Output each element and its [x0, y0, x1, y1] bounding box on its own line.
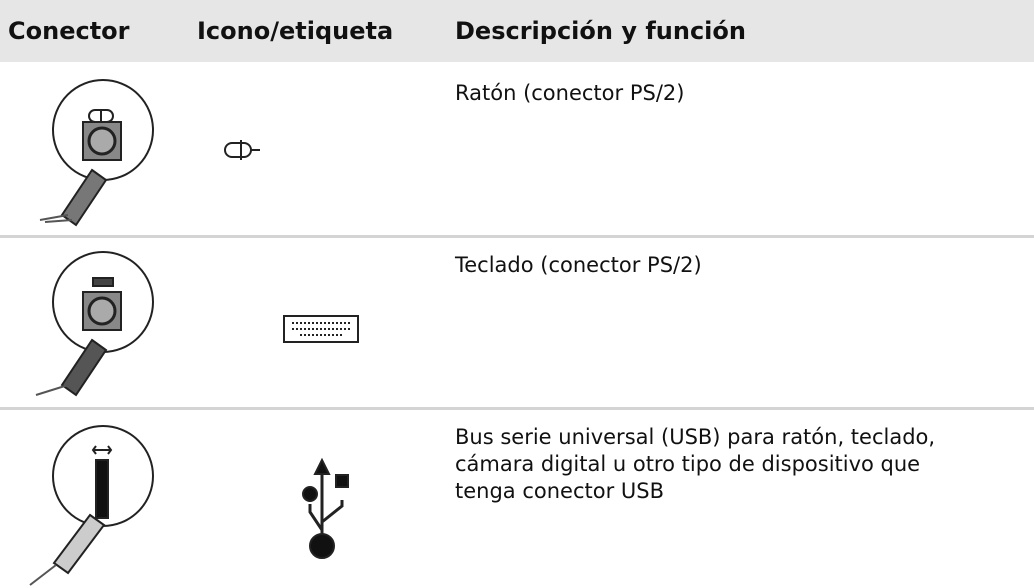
description-line: cámara digital u otro tipo de dispositiv…	[455, 452, 921, 476]
header-cell: Descripción y función	[455, 17, 746, 45]
keyboard-connector	[35, 251, 154, 397]
header-cell: Conector	[8, 17, 130, 45]
mouse-connector	[39, 79, 154, 227]
description: Teclado (conector PS/2)	[455, 252, 702, 279]
table-header: Conector Icono/etiqueta Descripción y fu…	[0, 0, 1034, 62]
description-line: Teclado (conector PS/2)	[455, 253, 702, 277]
row-separator	[0, 235, 1034, 238]
description-line: Bus serie universal (USB) para ratón, te…	[455, 425, 936, 449]
description-line: tenga conector USB	[455, 479, 665, 503]
keyboard-icon	[283, 315, 359, 343]
usb-connector	[29, 425, 154, 586]
header-cell: Icono/etiqueta	[197, 17, 394, 45]
description: Ratón (conector PS/2)	[455, 80, 684, 107]
description: Bus serie universal (USB) para ratón, te…	[455, 424, 935, 505]
row-separator	[0, 407, 1034, 410]
description-line: Ratón (conector PS/2)	[455, 81, 685, 105]
usb-icon	[302, 457, 349, 559]
mouse-icon	[224, 140, 260, 160]
